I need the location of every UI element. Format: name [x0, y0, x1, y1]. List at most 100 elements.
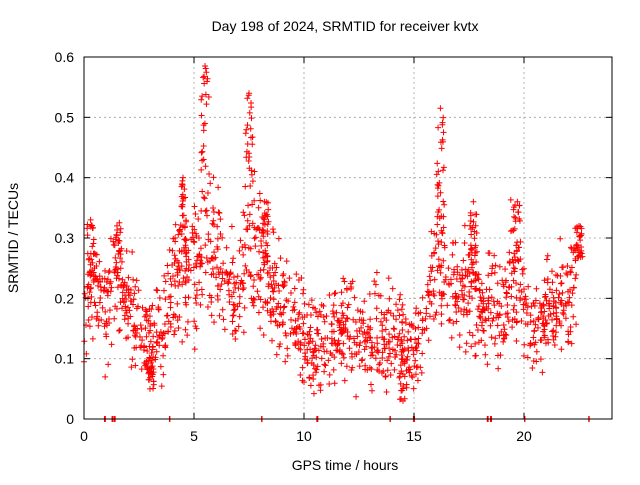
data-point — [436, 215, 443, 222]
x-tick-label: 15 — [406, 428, 422, 444]
data-point — [463, 340, 470, 347]
data-point — [558, 322, 565, 329]
data-point — [88, 314, 95, 321]
data-point — [310, 390, 317, 397]
data-point — [516, 216, 523, 223]
y-tick-label: 0.2 — [55, 290, 75, 306]
data-point — [473, 248, 480, 255]
data-point — [366, 291, 373, 298]
data-point — [236, 313, 243, 320]
data-point — [198, 149, 205, 156]
data-point — [297, 341, 304, 348]
data-point — [390, 312, 397, 319]
data-point — [404, 353, 411, 360]
data-point — [185, 266, 192, 273]
data-point — [450, 320, 457, 327]
data-point — [117, 265, 124, 272]
data-point — [166, 247, 173, 254]
data-point — [146, 343, 153, 350]
data-point — [438, 239, 445, 246]
data-point — [358, 324, 365, 331]
data-point — [307, 311, 314, 318]
data-point — [398, 306, 405, 313]
data-point — [269, 337, 276, 344]
data-point — [558, 280, 565, 287]
data-point — [150, 354, 157, 361]
data-point — [372, 355, 379, 362]
data-point — [97, 278, 104, 285]
data-point — [244, 122, 251, 129]
data-point — [502, 311, 509, 318]
data-point — [161, 320, 168, 327]
data-point — [510, 227, 517, 234]
data-point — [216, 209, 223, 216]
data-point — [465, 252, 472, 259]
data-point — [427, 277, 434, 284]
data-point — [489, 317, 496, 324]
points-layer — [81, 63, 593, 422]
data-point — [460, 282, 467, 289]
data-point — [264, 242, 271, 249]
data-point — [171, 327, 178, 334]
data-point — [264, 230, 271, 237]
data-point — [204, 212, 211, 219]
y-tick-label: 0.3 — [55, 230, 75, 246]
data-point — [350, 335, 357, 342]
data-point — [165, 270, 172, 277]
data-point — [544, 336, 551, 343]
data-point — [461, 222, 468, 229]
data-point — [273, 306, 280, 313]
data-point — [113, 305, 120, 312]
data-point — [95, 322, 102, 329]
data-point — [574, 242, 581, 249]
y-tick-label: 0 — [66, 411, 74, 427]
data-point — [346, 345, 353, 352]
data-point — [402, 316, 409, 323]
data-point — [282, 358, 289, 365]
data-point — [447, 316, 454, 323]
data-point — [431, 292, 438, 299]
data-point — [457, 278, 464, 285]
data-point — [177, 222, 184, 229]
data-point — [299, 364, 306, 371]
data-point — [236, 293, 243, 300]
data-point — [336, 319, 343, 326]
data-point — [386, 295, 393, 302]
data-point — [357, 308, 364, 315]
data-point — [225, 287, 232, 294]
data-point — [356, 342, 363, 349]
data-point — [239, 286, 246, 293]
data-point — [516, 244, 523, 251]
data-point — [515, 257, 522, 264]
data-point — [504, 290, 511, 297]
data-point — [98, 316, 105, 323]
data-point — [161, 272, 168, 279]
data-point — [193, 300, 200, 307]
data-point — [453, 308, 460, 315]
data-point — [131, 290, 138, 297]
data-point — [381, 341, 388, 348]
data-point — [220, 316, 227, 323]
data-point — [89, 335, 96, 342]
data-point — [191, 239, 198, 246]
data-point — [165, 328, 172, 335]
data-point — [240, 285, 247, 292]
data-point — [435, 124, 442, 131]
data-point — [321, 361, 328, 368]
data-point — [177, 267, 184, 274]
data-point — [217, 286, 224, 293]
data-point — [178, 248, 185, 255]
data-point — [186, 262, 193, 269]
data-point — [250, 295, 257, 302]
data-point — [199, 93, 206, 100]
data-point — [472, 352, 479, 359]
data-point — [149, 363, 156, 370]
data-point — [270, 272, 277, 279]
data-point — [466, 270, 473, 277]
data-point — [463, 307, 470, 314]
data-point — [139, 304, 146, 311]
data-point — [435, 209, 442, 216]
data-point — [301, 300, 308, 307]
data-point — [158, 335, 165, 342]
